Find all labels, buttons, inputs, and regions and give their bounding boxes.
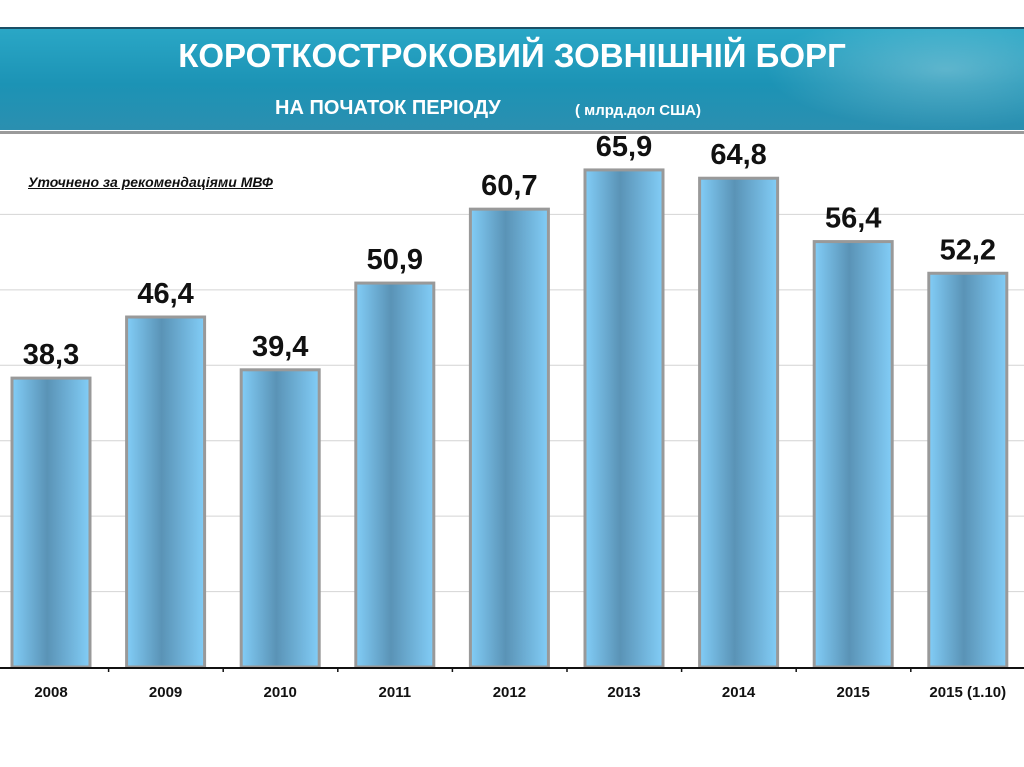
bar-2013 xyxy=(583,168,665,669)
data-label: 52,2 xyxy=(940,234,996,266)
x-tick-label: 2015 (1.10) xyxy=(929,684,1006,701)
bar-2011 xyxy=(354,281,436,669)
bar-2012 xyxy=(468,207,550,669)
bar-2015 xyxy=(812,240,894,669)
bar-2010 xyxy=(239,368,321,669)
data-label: 64,8 xyxy=(710,139,766,171)
x-tick-label: 2010 xyxy=(264,684,297,701)
chart-note: Уточнено за рекомендаціями МВФ xyxy=(28,174,273,190)
data-label: 46,4 xyxy=(137,278,193,310)
units-label: ( млрд.дол США) xyxy=(575,102,702,119)
bar-2014 xyxy=(698,176,780,669)
bar-2008 xyxy=(10,376,92,669)
data-label: 50,9 xyxy=(367,244,423,276)
x-tick-label: 2011 xyxy=(379,684,412,701)
x-tick-label: 2008 xyxy=(34,684,67,701)
header-banner: КОРОТКОСТРОКОВИЙ ЗОВНІШНІЙ БОРГ НА ПОЧАТ… xyxy=(0,27,1024,130)
x-tick-label: 2012 xyxy=(493,684,526,701)
x-tick-label: 2013 xyxy=(607,684,640,701)
data-label: 60,7 xyxy=(481,170,537,202)
header-divider xyxy=(0,131,1024,134)
page-subtitle: НА ПОЧАТОК ПЕРІОДУ xyxy=(275,97,501,119)
data-label: 38,3 xyxy=(23,339,79,371)
data-label: 65,9 xyxy=(596,131,652,163)
x-tick-label: 2015 xyxy=(837,684,870,701)
data-label: 39,4 xyxy=(252,331,308,363)
bar-2009 xyxy=(125,315,207,669)
page-title: КОРОТКОСТРОКОВИЙ ЗОВНІШНІЙ БОРГ xyxy=(178,37,846,74)
x-tick-label: 2014 xyxy=(722,684,756,701)
data-label: 56,4 xyxy=(825,203,881,235)
bar-2015 (1.10) xyxy=(927,271,1009,669)
x-tick-label: 2009 xyxy=(149,684,182,701)
